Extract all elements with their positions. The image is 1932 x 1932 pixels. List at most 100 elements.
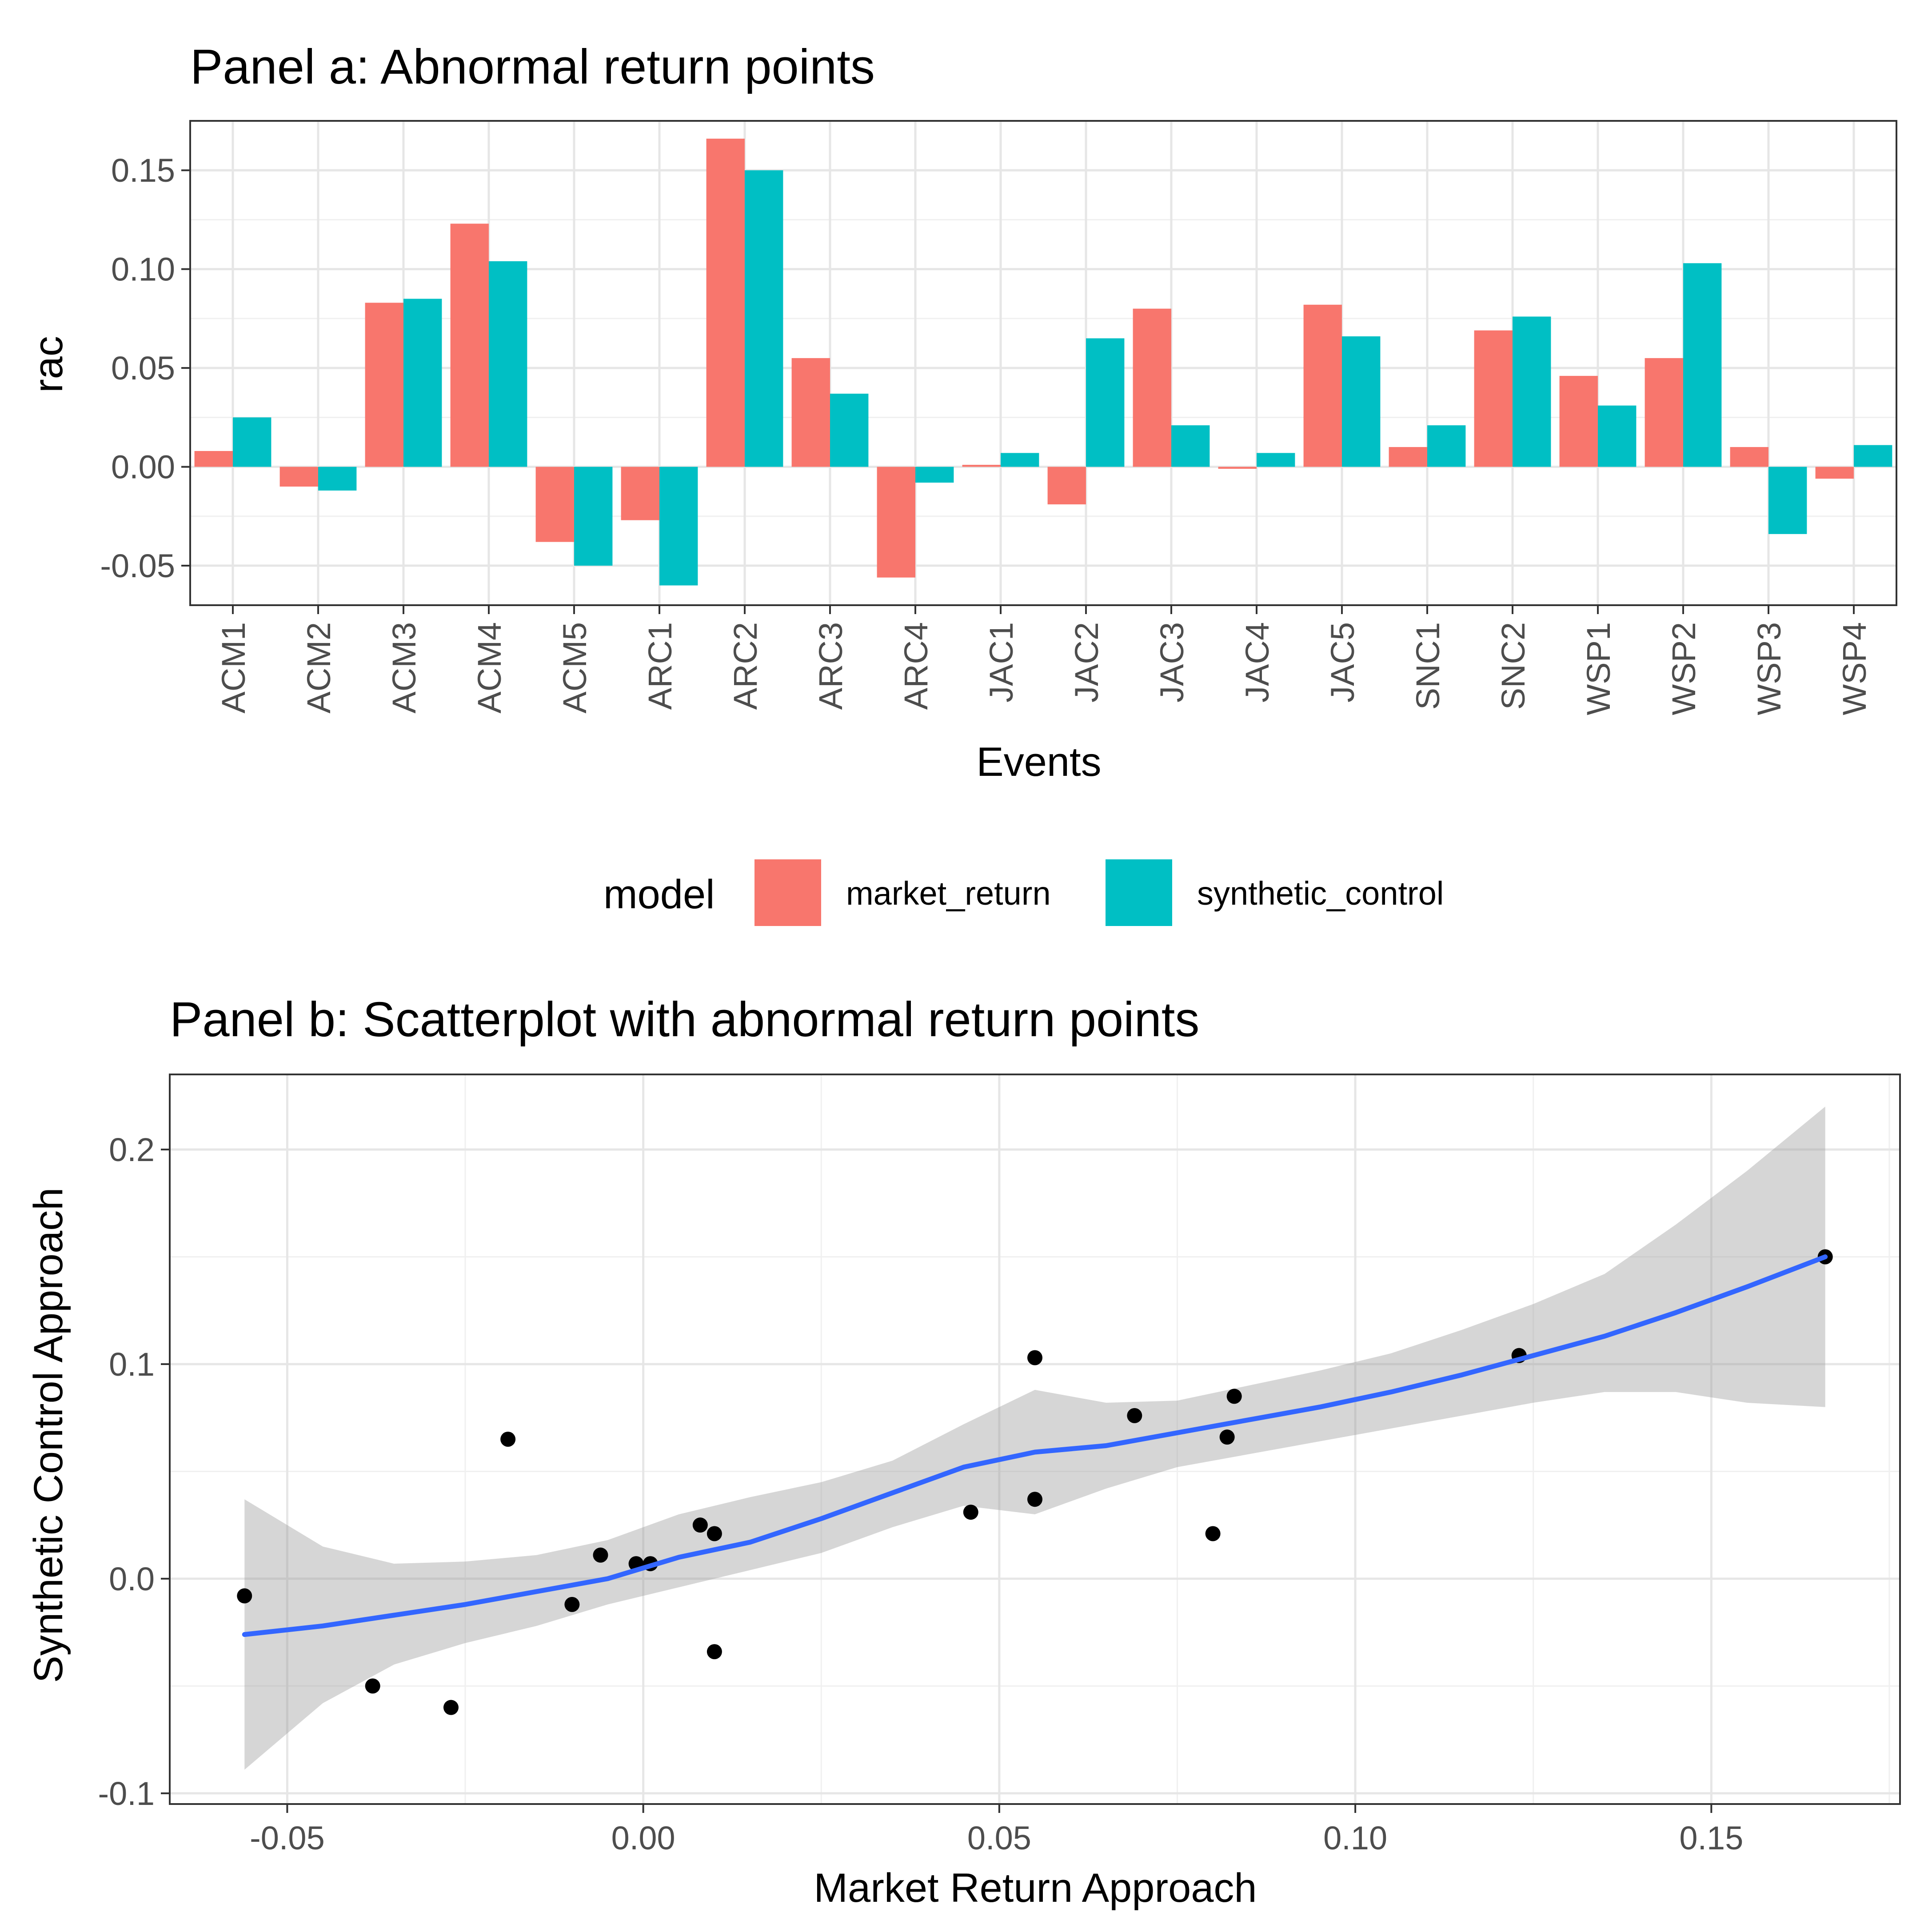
panel-b-plot-border <box>169 1074 1901 1805</box>
bar-market-return-jac3 <box>1133 308 1171 467</box>
bar-market-return-acm1 <box>194 451 233 467</box>
panel-a-y-ticks: -0.05 0.00 0.05 0.10 0.15 <box>100 152 190 584</box>
scatter-point <box>692 1517 708 1533</box>
panel-b-y-tick-label: 0.0 <box>109 1561 155 1597</box>
bar-synthetic-control-arc3 <box>830 393 869 467</box>
bar-market-return-snc2 <box>1474 330 1513 467</box>
panel-b-y-tick-label: 0.1 <box>109 1346 155 1383</box>
scatter-point <box>500 1432 516 1447</box>
panel-b-y-axis-title: Synthetic Control Approach <box>26 1188 71 1683</box>
scatter-point <box>707 1526 722 1541</box>
panel-a-x-tick-label: SNC1 <box>1409 622 1446 710</box>
panel-b-x-tick-label: 0.10 <box>1323 1820 1387 1856</box>
panel-a-x-tick-label: ACM5 <box>556 622 593 714</box>
bar-market-return-jac1 <box>962 465 1001 467</box>
bar-synthetic-control-arc4 <box>915 467 954 483</box>
scatter-point <box>593 1547 608 1563</box>
bar-synthetic-control-acm1 <box>233 417 271 467</box>
scatter-point <box>1027 1492 1042 1507</box>
scatter-point <box>237 1588 252 1604</box>
bar-synthetic-control-jac1 <box>1001 453 1039 467</box>
panel-a-x-tick-label: ACM4 <box>471 622 508 714</box>
bar-synthetic-control-arc2 <box>745 170 783 467</box>
panel-a-x-tick-label: WSP4 <box>1836 622 1873 715</box>
scatter-point <box>365 1678 380 1694</box>
bar-market-return-jac2 <box>1047 467 1086 505</box>
panel-a-x-tick-label: ACM2 <box>300 622 337 714</box>
bar-synthetic-control-snc1 <box>1427 425 1466 467</box>
scatter-point <box>1226 1389 1242 1404</box>
panel-b-x-axis-title: Market Return Approach <box>814 1865 1257 1911</box>
legend-key-market-return <box>754 859 821 926</box>
panel-a-x-axis-title: Events <box>976 739 1101 785</box>
bar-market-return-wsp4 <box>1815 467 1854 479</box>
bar-market-return-wsp1 <box>1559 375 1598 467</box>
bar-market-return-acm3 <box>365 303 403 467</box>
legend-label-synthetic-control: synthetic_control <box>1197 875 1444 912</box>
bar-market-return-arc3 <box>791 358 830 467</box>
panel-a-plot-border <box>189 120 1897 606</box>
panel-b-x-ticks: -0.05 0.00 0.05 0.10 0.15 <box>250 1804 1743 1856</box>
panel-a-x-tick-label: ARC4 <box>898 622 934 710</box>
scatter-point <box>1127 1408 1142 1423</box>
bar-synthetic-control-jac5 <box>1342 336 1381 467</box>
bar-synthetic-control-jac2 <box>1086 338 1125 467</box>
scatter-point <box>1205 1526 1221 1541</box>
bar-synthetic-control-jac3 <box>1171 425 1210 467</box>
bar-market-return-acm4 <box>450 224 489 467</box>
bar-market-return-jac4 <box>1218 467 1257 469</box>
bar-market-return-jac5 <box>1303 304 1342 467</box>
legend-key-synthetic-control <box>1106 859 1172 926</box>
panel-b-x-tick-label: 0.00 <box>611 1820 675 1856</box>
panel-a-x-tick-label: SNC2 <box>1495 622 1532 710</box>
panel-a-x-tick-label: WSP3 <box>1751 622 1788 715</box>
bar-synthetic-control-wsp3 <box>1768 467 1807 534</box>
panel-a-x-tick-label: ACM3 <box>386 622 423 714</box>
bar-market-return-arc1 <box>621 467 659 520</box>
panel-a-x-tick-label: ARC1 <box>642 622 679 710</box>
legend-label-market-return: market_return <box>846 875 1051 912</box>
panel-b-y-tick-label: -0.1 <box>98 1775 155 1812</box>
panel-a-bars <box>194 139 1892 586</box>
scatter-point <box>443 1700 459 1715</box>
panel-b: Panel b: Scatterplot with abnormal retur… <box>26 992 1901 1911</box>
panel-a-x-tick-label: ARC3 <box>812 622 849 710</box>
panel-a-title: Panel a: Abnormal return points <box>190 40 875 94</box>
bar-market-return-snc1 <box>1389 447 1427 467</box>
bar-synthetic-control-wsp4 <box>1854 445 1892 467</box>
panel-a-x-tick-label: JAC3 <box>1154 622 1190 703</box>
smooth-line <box>242 1254 1828 1637</box>
panel-b-y-tick-label: 0.2 <box>109 1131 155 1168</box>
bar-synthetic-control-acm5 <box>574 467 613 566</box>
bar-synthetic-control-wsp1 <box>1598 405 1637 467</box>
bar-synthetic-control-jac4 <box>1257 453 1295 467</box>
panel-a-y-tick-label: 0.10 <box>111 251 175 288</box>
panel-a-y-tick-label: -0.05 <box>100 547 175 584</box>
panel-b-x-tick-label: -0.05 <box>250 1820 325 1856</box>
scatter-point <box>1219 1429 1235 1445</box>
panel-b-title: Panel b: Scatterplot with abnormal retur… <box>170 992 1199 1047</box>
bar-market-return-arc4 <box>877 467 915 578</box>
bar-market-return-wsp2 <box>1645 358 1683 467</box>
scatter-point <box>564 1597 580 1612</box>
panel-b-y-ticks: -0.1 0.0 0.1 0.2 <box>98 1131 170 1812</box>
smooth-confidence-band <box>244 1106 1825 1770</box>
panel-a-x-tick-label: JAC2 <box>1068 622 1105 703</box>
panel-a-x-ticks: ACM1 ACM2 ACM3 ACM4 ACM5 ARC1 ARC2 ARC3 ARC4 JAC1… <box>215 605 1873 715</box>
bar-synthetic-control-acm3 <box>403 299 442 467</box>
panel-a-x-tick-label: JAC5 <box>1324 622 1361 703</box>
bar-market-return-arc2 <box>706 139 745 467</box>
panel-a-y-axis-title: rac <box>26 336 71 393</box>
panel-a-x-tick-label: JAC4 <box>1239 622 1276 703</box>
bar-market-return-wsp3 <box>1730 447 1768 467</box>
bar-synthetic-control-snc2 <box>1513 316 1551 467</box>
panel-b-plot-background <box>170 1074 1900 1804</box>
legend-title: model <box>603 872 715 917</box>
panel-a-x-tick-label: WSP1 <box>1580 622 1617 715</box>
panel-a-y-tick-label: 0.05 <box>111 350 175 387</box>
panel-b-x-tick-label: 0.15 <box>1679 1820 1743 1856</box>
panel-a-x-tick-label: ARC2 <box>727 622 764 710</box>
panel-a-y-tick-label: 0.00 <box>111 449 175 486</box>
panel-a-x-tick-label: ACM1 <box>215 622 252 714</box>
panel-a-y-tick-label: 0.15 <box>111 152 175 189</box>
